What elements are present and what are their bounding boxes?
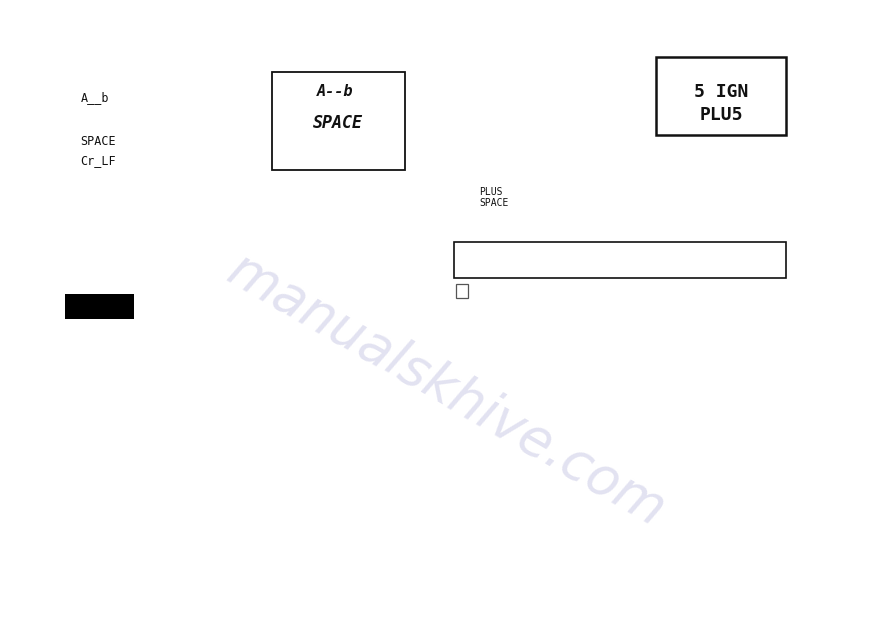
FancyBboxPatch shape bbox=[454, 242, 786, 278]
FancyBboxPatch shape bbox=[272, 72, 405, 170]
Text: SPACE: SPACE bbox=[80, 135, 116, 148]
FancyBboxPatch shape bbox=[65, 294, 134, 319]
Text: SPACE: SPACE bbox=[480, 198, 509, 208]
Text: PLU5: PLU5 bbox=[700, 106, 743, 123]
Text: 5 IGN: 5 IGN bbox=[695, 83, 748, 101]
Text: PLUS: PLUS bbox=[480, 187, 503, 197]
FancyBboxPatch shape bbox=[656, 57, 786, 135]
Text: manualskhive.com: manualskhive.com bbox=[219, 244, 674, 537]
Text: Cr_LF: Cr_LF bbox=[80, 154, 116, 167]
Text: A__b: A__b bbox=[80, 91, 109, 104]
Text: SPACE: SPACE bbox=[313, 114, 363, 132]
FancyBboxPatch shape bbox=[456, 284, 468, 298]
Text: A--b: A--b bbox=[317, 84, 353, 99]
